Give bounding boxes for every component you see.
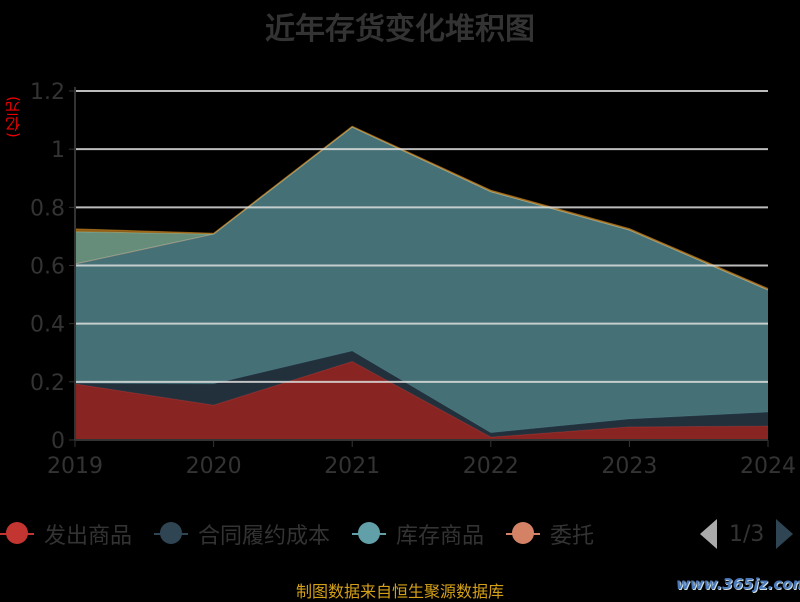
x-tick-label: 2024	[740, 454, 796, 479]
area-series-0	[75, 361, 768, 440]
legend-marker-icon	[352, 522, 387, 546]
x-tick-label: 2023	[601, 454, 657, 479]
data-source: 制图数据来自恒生聚源数据库	[295, 582, 504, 601]
x-tick-label: 2020	[186, 454, 242, 479]
legend-item-hetong[interactable]: 合同履约成本	[154, 518, 330, 550]
legend-marker-icon	[0, 522, 34, 546]
legend-item-kucun[interactable]: 库存商品	[352, 518, 484, 550]
legend-next-icon[interactable]	[776, 519, 794, 549]
legend-item-weituo[interactable]: 委托	[506, 518, 606, 550]
y-tick-label: 0.4	[30, 313, 65, 338]
legend-item-fachu[interactable]: 发出商品	[0, 518, 132, 550]
y-tick-label: 0	[51, 429, 65, 454]
x-tick-label: 2019	[47, 454, 103, 479]
legend-marker-icon	[154, 522, 189, 546]
line-series-5	[74, 125, 769, 289]
legend: 发出商品 合同履约成本 库存商品 委托	[0, 517, 606, 551]
area-series-5	[75, 126, 768, 290]
stacked-area-chart: 0 0.2 0.4 0.6 0.8 1 1.2 2019 2020 2021 2022 2023 202…	[30, 80, 796, 479]
legend-pager: 1/3	[700, 519, 794, 549]
legend-page: 1/3	[729, 521, 765, 547]
y-tick-label: 0.8	[30, 196, 65, 221]
x-tick-label: 2021	[324, 454, 380, 479]
y-tick-label: 1.2	[30, 80, 65, 105]
legend-label: 合同履约成本	[198, 524, 331, 549]
x-tick-label: 2022	[463, 454, 519, 479]
legend-label: 委托	[550, 524, 595, 549]
legend-prev-icon[interactable]	[700, 519, 717, 549]
y-tick-label: 0.2	[30, 371, 65, 396]
y-tick-label: 0.6	[30, 255, 65, 280]
legend-marker-icon	[506, 522, 541, 546]
legend-label: 发出商品	[44, 524, 133, 549]
chart-title: 近年存货变化堆积图	[265, 12, 535, 47]
watermark: www.365jz.com	[676, 575, 800, 593]
area-series-2	[75, 127, 768, 433]
y-tick-label: 1	[51, 138, 65, 163]
area-series-1	[75, 351, 768, 438]
legend-label: 库存商品	[396, 524, 485, 549]
